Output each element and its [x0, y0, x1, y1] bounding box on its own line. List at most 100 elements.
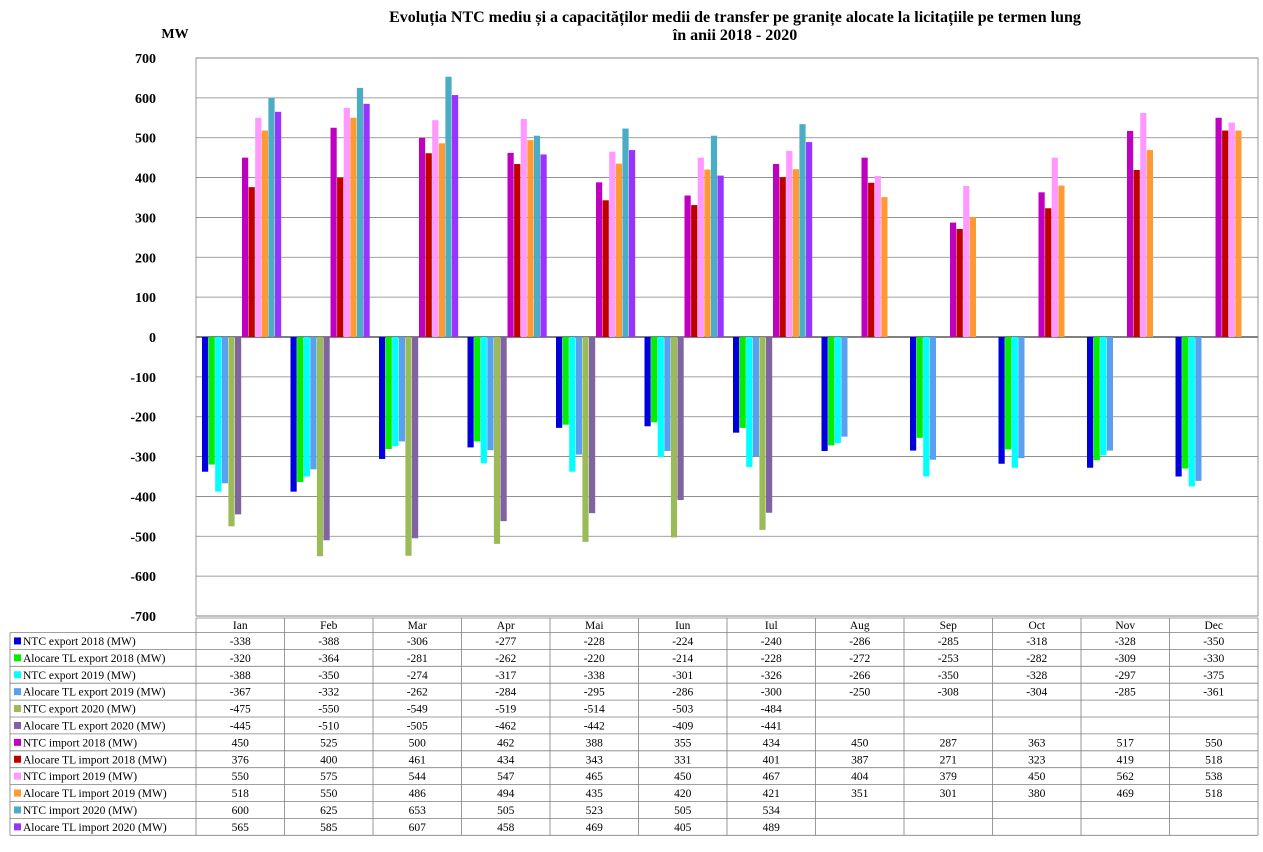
data-label: 518: [1205, 788, 1223, 800]
data-label: 600: [232, 805, 250, 817]
legend-label: Alocare TL import 2020 (MW): [23, 822, 167, 834]
data-label: 450: [674, 771, 692, 783]
data-label: 461: [409, 754, 427, 766]
bar-apr-s5: [500, 337, 507, 522]
data-label: 494: [497, 788, 515, 800]
bar-feb-s5: [323, 337, 330, 541]
legend-label: Alocare TL import 2018 (MW): [23, 754, 167, 766]
category-label: Ian: [233, 620, 248, 632]
bar-oct-s8: [1051, 157, 1058, 337]
bar-oct-s6: [1038, 192, 1045, 337]
y-tick-label: 100: [135, 291, 156, 306]
data-label: -332: [318, 687, 339, 699]
bar-mai-s11: [629, 150, 636, 337]
bar-dec-s7: [1222, 130, 1229, 337]
bar-dec-s8: [1228, 122, 1235, 337]
bar-mar-s6: [419, 137, 426, 337]
bar-mar-s9: [438, 143, 445, 337]
data-label: 458: [497, 822, 515, 834]
data-label: -284: [495, 687, 516, 699]
bar-iun-s2: [657, 337, 664, 457]
data-label: -228: [584, 636, 605, 648]
bar-aug-s8: [874, 175, 881, 337]
legend-label: NTC export 2018 (MW): [23, 636, 136, 648]
data-label: -262: [495, 653, 516, 665]
data-label: -286: [672, 687, 693, 699]
bar-aug-s7: [868, 182, 875, 337]
data-label: 363: [1028, 737, 1046, 749]
category-label: Mar: [408, 620, 427, 632]
bar-oct-s0: [998, 337, 1005, 464]
legend-label: NTC import 2018 (MW): [23, 737, 137, 749]
data-label: -367: [230, 687, 251, 699]
y-tick-label: 300: [135, 211, 156, 226]
bar-feb-s6: [330, 127, 337, 337]
data-label: 450: [1028, 771, 1046, 783]
bar-dec-s0: [1175, 337, 1182, 477]
data-label: 547: [497, 771, 515, 783]
data-label: -350: [1203, 636, 1224, 648]
data-label: -442: [584, 720, 605, 732]
bar-iun-s11: [717, 175, 724, 337]
bar-mar-s11: [452, 95, 459, 338]
bar-mai-s9: [615, 163, 622, 337]
data-label: 534: [763, 805, 781, 817]
bar-nov-s8: [1140, 113, 1147, 337]
data-label: 489: [763, 822, 781, 834]
data-label: 469: [586, 822, 604, 834]
bar-mar-s2: [392, 337, 399, 447]
bar-mar-s8: [432, 120, 439, 337]
data-label: 323: [1028, 754, 1046, 766]
bar-nov-s3: [1106, 337, 1113, 451]
bar-mar-s1: [385, 337, 392, 449]
data-label: -285: [938, 636, 959, 648]
bar-iul-s5: [766, 337, 773, 513]
data-label: -318: [1026, 636, 1047, 648]
y-tick-label: 500: [135, 132, 156, 147]
bar-iul-s3: [752, 337, 759, 457]
data-label: -350: [318, 670, 339, 682]
legend-key: [14, 705, 21, 713]
bar-iul-s6: [773, 164, 780, 337]
bar-feb-s1: [297, 337, 304, 483]
bar-iul-s11: [806, 142, 813, 337]
data-label: -224: [672, 636, 693, 648]
y-tick-label: -300: [130, 451, 156, 466]
data-label: 450: [232, 737, 250, 749]
data-label: -338: [230, 636, 251, 648]
legend-key: [14, 654, 21, 662]
bar-iun-s4: [670, 337, 678, 538]
data-label: -272: [849, 653, 870, 665]
chart-subtitle: în anii 2018 - 2020: [672, 27, 797, 44]
data-label: -306: [407, 636, 428, 648]
data-label: -514: [584, 704, 605, 716]
y-tick-label: 400: [135, 172, 156, 187]
bar-sep-s1: [916, 337, 923, 438]
data-label: -549: [407, 704, 428, 716]
data-label: -285: [1115, 687, 1136, 699]
bar-sep-s6: [950, 222, 957, 337]
y-tick-label: -400: [130, 490, 156, 505]
data-label: 565: [232, 822, 250, 834]
y-tick-label: -700: [130, 610, 156, 625]
data-label: 550: [232, 771, 250, 783]
data-label: -350: [938, 670, 959, 682]
category-label: Nov: [1115, 620, 1135, 632]
bar-iul-s7: [779, 177, 786, 337]
bar-ian-s2: [215, 337, 222, 492]
bar-feb-s11: [363, 103, 370, 337]
data-label: 419: [1117, 754, 1135, 766]
data-label: 653: [409, 805, 427, 817]
y-tick-label: -600: [130, 570, 156, 585]
category-label: Sep: [940, 620, 958, 632]
bars-layer: [202, 76, 1242, 557]
data-label: -281: [407, 653, 428, 665]
bar-nov-s7: [1133, 169, 1140, 337]
bar-feb-s2: [303, 337, 310, 477]
bar-mar-s7: [425, 153, 432, 337]
legend-key: [14, 755, 21, 763]
data-label: 351: [851, 788, 869, 800]
y-tick-label: 600: [135, 92, 156, 107]
legend-label: NTC export 2019 (MW): [23, 670, 136, 682]
